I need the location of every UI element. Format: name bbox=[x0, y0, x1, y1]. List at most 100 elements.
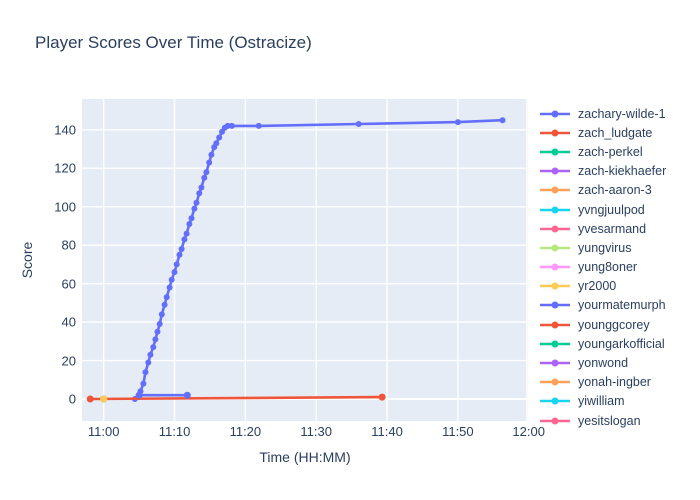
legend-item-zach-perkel[interactable]: zach-perkel bbox=[540, 142, 666, 161]
data-point-marker[interactable] bbox=[378, 393, 386, 401]
data-point-marker[interactable] bbox=[228, 122, 235, 129]
legend-label: yvngjuulpod bbox=[578, 202, 645, 217]
data-point-marker[interactable] bbox=[145, 359, 152, 366]
legend-swatch-icon bbox=[540, 321, 570, 329]
data-point-marker[interactable] bbox=[140, 380, 147, 387]
data-point-marker[interactable] bbox=[224, 122, 231, 129]
legend-label: yourmatemurph bbox=[578, 298, 666, 313]
data-point-marker[interactable] bbox=[147, 351, 154, 358]
data-point-marker[interactable] bbox=[255, 122, 262, 129]
y-axis-tick-label: 140 bbox=[54, 122, 76, 138]
legend-item-youngarkofficial[interactable]: youngarkofficial bbox=[540, 334, 666, 353]
data-point-marker[interactable] bbox=[171, 269, 178, 276]
data-point-marker[interactable] bbox=[216, 134, 223, 141]
legend-item-yr2000[interactable]: yr2000 bbox=[540, 277, 666, 296]
y-axis-tick-label: 100 bbox=[54, 199, 76, 215]
legend-swatch-icon bbox=[540, 129, 570, 137]
legend-swatch-icon bbox=[540, 206, 570, 214]
y-axis-title: Score bbox=[19, 241, 35, 279]
legend-label: zach-aaron-3 bbox=[578, 183, 652, 198]
x-axis-tick-label: 11:20 bbox=[229, 424, 262, 439]
data-point-marker[interactable] bbox=[100, 395, 108, 403]
legend-swatch-icon bbox=[540, 282, 570, 290]
legend-item-yonah-ingber[interactable]: yonah-ingber bbox=[540, 373, 666, 392]
data-point-marker[interactable] bbox=[150, 344, 157, 351]
legend-swatch-icon bbox=[540, 417, 570, 425]
series-zachary-wilde-1[interactable] bbox=[131, 117, 506, 402]
legend-swatch-icon bbox=[540, 244, 570, 252]
legend-label: yiwilliam bbox=[578, 394, 625, 409]
data-point-marker[interactable] bbox=[191, 205, 198, 212]
y-axis-tick-label: 80 bbox=[61, 237, 76, 253]
data-point-marker[interactable] bbox=[152, 336, 159, 343]
data-point-marker[interactable] bbox=[163, 294, 170, 301]
plot-area[interactable] bbox=[82, 99, 528, 421]
data-point-marker[interactable] bbox=[206, 159, 213, 166]
x-axis-tick-label: 11:50 bbox=[442, 424, 474, 439]
data-point-marker[interactable] bbox=[173, 261, 180, 268]
legend-label: yonwond bbox=[578, 356, 629, 371]
x-axis-tick-label: 11:00 bbox=[87, 424, 120, 439]
data-point-marker[interactable] bbox=[168, 276, 175, 283]
data-point-marker[interactable] bbox=[178, 246, 185, 252]
data-point-marker[interactable] bbox=[193, 199, 200, 206]
y-axis-tick-label: 120 bbox=[54, 160, 76, 176]
legend-label: zach-kiekhaefer bbox=[578, 164, 667, 179]
legend-item-yvesarmand[interactable]: yvesarmand bbox=[540, 219, 666, 238]
data-point-marker[interactable] bbox=[154, 328, 161, 335]
legend-label: younggcorey bbox=[578, 317, 650, 332]
data-point-marker[interactable] bbox=[183, 230, 190, 237]
y-axis-tick-label: 0 bbox=[68, 391, 76, 407]
legend-item-yung8oner[interactable]: yung8oner bbox=[540, 258, 666, 277]
data-point-marker[interactable] bbox=[355, 121, 362, 127]
x-axis-tick-label: 11:30 bbox=[300, 424, 332, 439]
legend-item-yesitslogan[interactable]: yesitslogan bbox=[540, 411, 666, 430]
legend-item-yonwond[interactable]: yonwond bbox=[540, 353, 666, 372]
legend-label: zachary-wilde-1 bbox=[578, 106, 666, 121]
data-point-marker[interactable] bbox=[203, 169, 210, 176]
plot-svg bbox=[82, 99, 528, 421]
legend-swatch-icon bbox=[540, 340, 570, 348]
data-point-marker[interactable] bbox=[86, 395, 94, 403]
legend-label: yesitslogan bbox=[578, 413, 641, 428]
legend-item-yiwilliam[interactable]: yiwilliam bbox=[540, 392, 666, 411]
legend-item-zach-kiekhaefer[interactable]: zach-kiekhaefer bbox=[540, 162, 666, 181]
data-point-marker[interactable] bbox=[158, 311, 165, 318]
data-point-marker[interactable] bbox=[213, 140, 220, 147]
data-point-marker[interactable] bbox=[188, 215, 195, 222]
data-point-marker[interactable] bbox=[196, 190, 203, 197]
data-point-marker[interactable] bbox=[181, 236, 188, 243]
legend-label: yr2000 bbox=[578, 279, 617, 294]
legend-item-yourmatemurph[interactable]: yourmatemurph bbox=[540, 296, 666, 315]
data-point-marker[interactable] bbox=[201, 174, 208, 181]
legend-item-zach-aaron-3[interactable]: zach-aaron-3 bbox=[540, 181, 666, 200]
legend-swatch-icon bbox=[540, 225, 570, 233]
series-yr2000[interactable] bbox=[100, 395, 108, 403]
y-axis-tick-label: 60 bbox=[61, 276, 76, 292]
data-point-marker[interactable] bbox=[186, 221, 193, 227]
data-point-marker[interactable] bbox=[454, 119, 461, 126]
legend-item-younggcorey[interactable]: younggcorey bbox=[540, 315, 666, 334]
data-point-marker[interactable] bbox=[156, 321, 163, 327]
legend-label: yungvirus bbox=[578, 240, 632, 255]
data-point-marker[interactable] bbox=[208, 151, 215, 158]
data-point-marker[interactable] bbox=[499, 117, 506, 124]
data-point-marker[interactable] bbox=[142, 369, 149, 376]
data-point-marker[interactable] bbox=[166, 284, 173, 291]
legend-item-yungvirus[interactable]: yungvirus bbox=[540, 238, 666, 257]
legend-item-yvngjuulpod[interactable]: yvngjuulpod bbox=[540, 200, 666, 219]
legend-item-zachary-wilde-1[interactable]: zachary-wilde-1 bbox=[540, 104, 666, 123]
data-point-marker[interactable] bbox=[135, 391, 143, 399]
series-line[interactable] bbox=[133, 118, 504, 401]
gridlines bbox=[82, 99, 528, 421]
data-point-marker[interactable] bbox=[198, 184, 205, 191]
series-yourmatemurph[interactable] bbox=[135, 391, 191, 399]
series-zach_ludgate[interactable] bbox=[86, 393, 386, 403]
data-point-marker[interactable] bbox=[183, 391, 191, 399]
data-point-marker[interactable] bbox=[176, 251, 183, 258]
chart-title: Player Scores Over Time (Ostracize) bbox=[35, 33, 312, 52]
legend-item-zach_ludgate[interactable]: zach_ludgate bbox=[540, 123, 666, 142]
legend-swatch-icon bbox=[540, 263, 570, 271]
data-point-marker[interactable] bbox=[161, 301, 168, 308]
legend-swatch-icon bbox=[540, 148, 570, 156]
